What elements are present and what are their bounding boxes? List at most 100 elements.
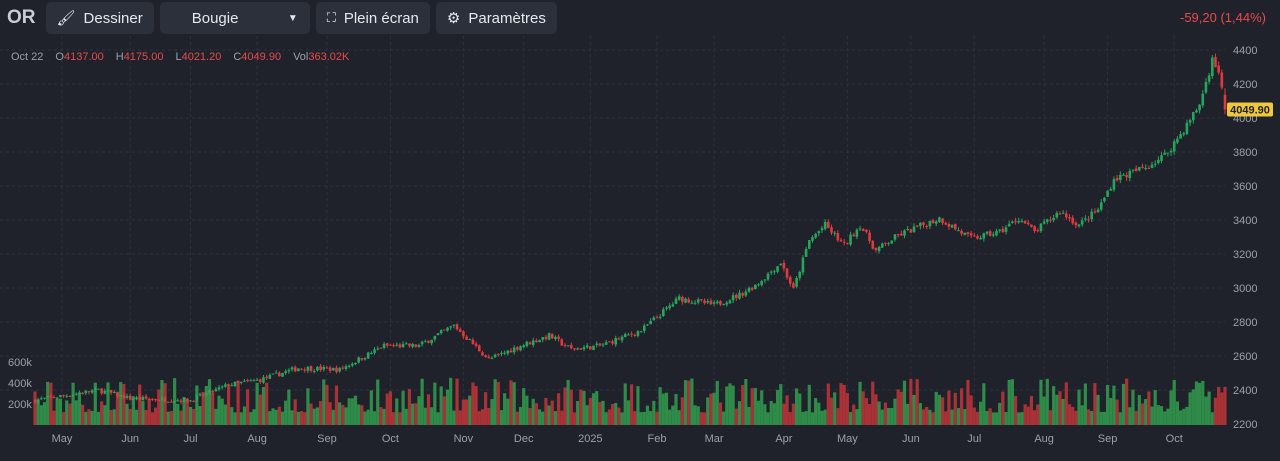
candle-body — [846, 243, 849, 245]
candle-body — [766, 273, 770, 280]
volume-bar — [652, 400, 656, 425]
volume-bar — [1118, 412, 1122, 425]
y-tick-label: 3200 — [1233, 249, 1257, 261]
candle-body — [449, 326, 453, 328]
candle-body — [731, 295, 735, 301]
settings-button[interactable]: ⚙ Paramètres — [435, 2, 557, 34]
candle-body — [604, 342, 608, 345]
x-tick-label: Mar — [705, 433, 724, 445]
candle-body — [103, 390, 107, 394]
volume-bar — [455, 378, 459, 425]
volume-bar — [668, 409, 672, 425]
candle-body — [976, 236, 979, 239]
volume-bar — [1153, 390, 1157, 425]
candle-body — [417, 345, 421, 347]
candle-body — [1112, 179, 1116, 190]
candlestick-chart[interactable]: 2200240026002800300032003400360038004000… — [0, 36, 1280, 461]
candle-body — [462, 331, 465, 337]
volume-bar — [576, 401, 580, 425]
candle-body — [512, 347, 516, 353]
volume-bar — [90, 410, 94, 425]
candle-body — [300, 368, 303, 370]
draw-label: Dessiner — [83, 9, 143, 27]
volume-bar — [372, 411, 377, 425]
volume-bar — [1045, 378, 1049, 425]
volume-bar — [921, 409, 926, 425]
volume-bar — [1134, 410, 1138, 425]
candle-body — [1125, 175, 1128, 178]
candle-body — [662, 309, 665, 316]
candle-body — [655, 317, 659, 319]
fullscreen-button[interactable]: ⛶ Plein écran — [315, 2, 430, 34]
candle-body — [703, 300, 706, 304]
candle-body — [861, 229, 865, 231]
volume-bar — [982, 383, 986, 425]
candle-body — [109, 389, 113, 393]
volume-bar — [1198, 382, 1202, 425]
volume-bar — [1201, 380, 1205, 425]
candle-body — [541, 337, 545, 340]
legend-close: C4049.90 — [233, 51, 282, 63]
volume-bar — [795, 388, 799, 425]
volume-bar — [693, 405, 697, 425]
legend-open: O4137.00 — [55, 51, 104, 63]
candle-body — [598, 343, 602, 346]
candle-body — [404, 343, 408, 345]
volume-bar — [1159, 406, 1164, 425]
volume-bar — [1086, 409, 1091, 425]
candle-body — [233, 381, 237, 387]
volume-bar — [1147, 391, 1151, 425]
volume-bar — [1207, 391, 1211, 425]
draw-button[interactable]: 🖌 Dessiner — [45, 2, 154, 34]
volume-bar — [677, 410, 681, 425]
candle-body — [281, 372, 284, 377]
candle-body — [1128, 170, 1132, 179]
candle-body — [535, 340, 538, 343]
volume-bar — [426, 394, 431, 425]
volume-bar — [157, 389, 161, 425]
volume-bar — [579, 389, 583, 425]
volume-bar — [985, 410, 989, 425]
candle-body — [915, 225, 919, 227]
candle-body — [576, 348, 579, 350]
volume-bar — [877, 401, 881, 425]
volume-bar — [331, 409, 335, 425]
volume-bar — [522, 388, 526, 425]
volume-bar — [715, 380, 719, 425]
volume-tick-label: 400k — [8, 378, 32, 390]
chart-type-select[interactable]: Bougie ▼ — [159, 2, 310, 34]
volume-bar — [385, 393, 389, 425]
candle-body — [538, 340, 541, 343]
candle-body — [852, 234, 856, 237]
candle-body — [842, 241, 846, 243]
volume-bar — [1004, 411, 1008, 425]
volume-bar — [902, 380, 907, 425]
candle-body — [798, 271, 802, 278]
candle-body — [452, 324, 456, 326]
candle-body — [351, 363, 354, 366]
volume-bar — [753, 388, 757, 425]
volume-bar — [855, 409, 859, 425]
volume-bar — [496, 381, 500, 425]
candle-body — [1014, 221, 1017, 223]
candle-body — [684, 298, 687, 303]
candle-body — [436, 333, 440, 336]
candle-body — [1163, 152, 1167, 155]
candle-body — [1093, 211, 1097, 213]
candle-body — [788, 277, 792, 284]
candle-body — [274, 372, 278, 374]
candle-body — [43, 397, 46, 399]
volume-bar — [274, 409, 278, 425]
volume-bar — [804, 411, 808, 425]
volume-bar — [176, 403, 180, 425]
candle-body — [477, 345, 481, 352]
volume-bar — [461, 399, 465, 425]
candle-body — [1103, 197, 1106, 202]
candle-body — [573, 348, 576, 350]
candle-body — [569, 344, 573, 349]
volume-bar — [979, 401, 983, 425]
volume-bar — [563, 387, 567, 425]
candle-body — [896, 234, 900, 236]
volume-bar — [84, 411, 88, 425]
volume-bar — [179, 410, 183, 425]
